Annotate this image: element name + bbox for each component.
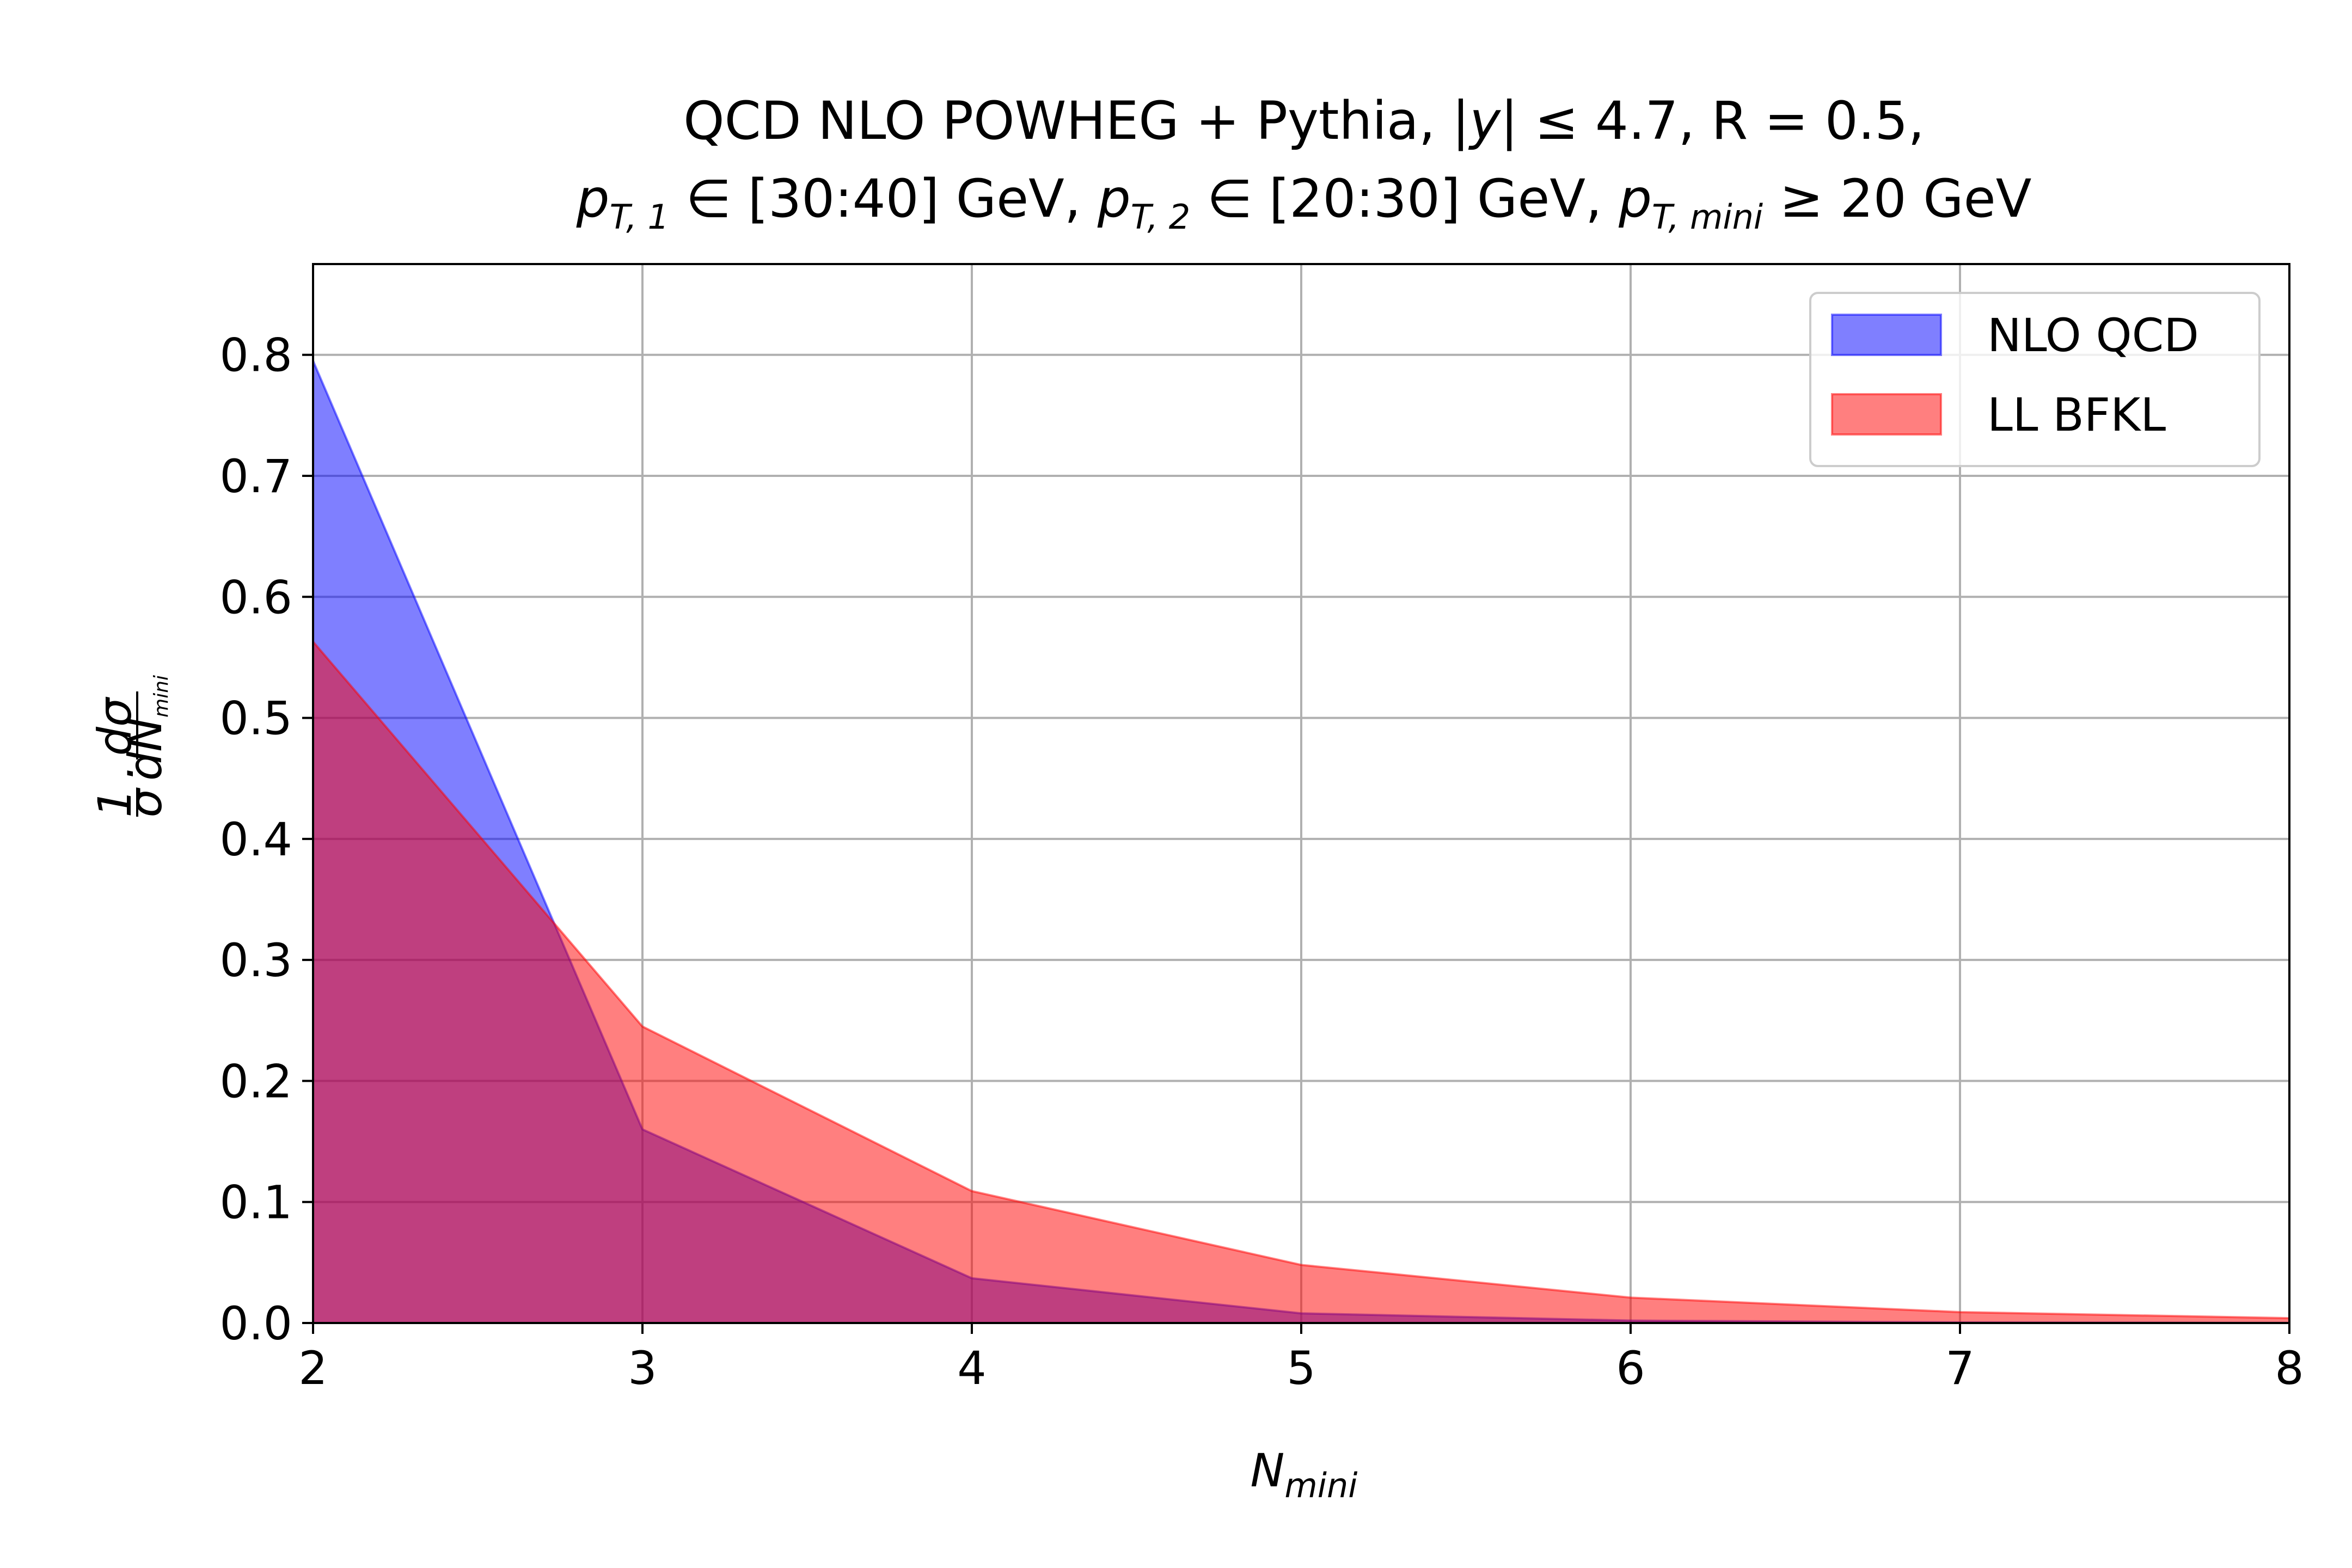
y-tick-label: 0.7 xyxy=(219,450,292,503)
x-tick-label: 8 xyxy=(2275,1342,2304,1395)
y-tick-label: 0.3 xyxy=(219,934,292,987)
y-tick-label: 0.0 xyxy=(219,1297,292,1350)
y-tick-label: 0.2 xyxy=(219,1055,292,1108)
y-label-dN: dNmini xyxy=(119,675,173,781)
x-tick-label: 4 xyxy=(957,1342,986,1395)
title-line-1: QCD NLO POWHEG + Pythia, |y| ≤ 4.7, R = … xyxy=(683,90,1925,152)
y-label-dsigma: dσ xyxy=(88,696,142,756)
x-tick-label: 5 xyxy=(1287,1342,1315,1395)
legend-label-ll-bfkl: LL BFKL xyxy=(1987,388,2166,442)
x-tick-label: 6 xyxy=(1616,1342,1645,1395)
x-axis-label: Nmini xyxy=(1251,1444,1358,1505)
legend: NLO QCD LL BFKL xyxy=(1809,292,2261,467)
x-tick-label: 2 xyxy=(298,1342,327,1395)
y-tick-label: 0.4 xyxy=(219,813,292,866)
legend-swatch-ll-bfkl xyxy=(1831,393,1942,436)
y-tick-label: 0.8 xyxy=(219,329,292,382)
x-tick-label: 7 xyxy=(1945,1342,1974,1395)
legend-label-nlo-qcd: NLO QCD xyxy=(1987,309,2199,362)
y-label-one: 1 xyxy=(88,788,142,817)
y-tick-label: 0.5 xyxy=(219,692,292,745)
y-axis-label: 1 σ · dσ dNmini xyxy=(88,675,173,818)
y-tick-label: 0.6 xyxy=(219,571,292,624)
title-line-2: pT, 1 ∈ [30:40] GeV, pT, 2 ∈ [20:30] GeV… xyxy=(576,168,2032,237)
y-tick-label: 0.1 xyxy=(219,1176,292,1229)
axis-ticks: 2 3 4 5 6 7 8 0.0 0.1 0.2 0.3 0.4 0.5 0.6 0.7 0.8 xyxy=(219,329,2304,1395)
x-tick-label: 3 xyxy=(628,1342,657,1395)
y-label-dot: · xyxy=(103,767,157,782)
y-label-sigma: σ xyxy=(119,787,172,818)
chart-title: QCD NLO POWHEG + Pythia, |y| ≤ 4.7, R = … xyxy=(576,90,2032,237)
legend-swatch-nlo-qcd xyxy=(1831,314,1942,356)
